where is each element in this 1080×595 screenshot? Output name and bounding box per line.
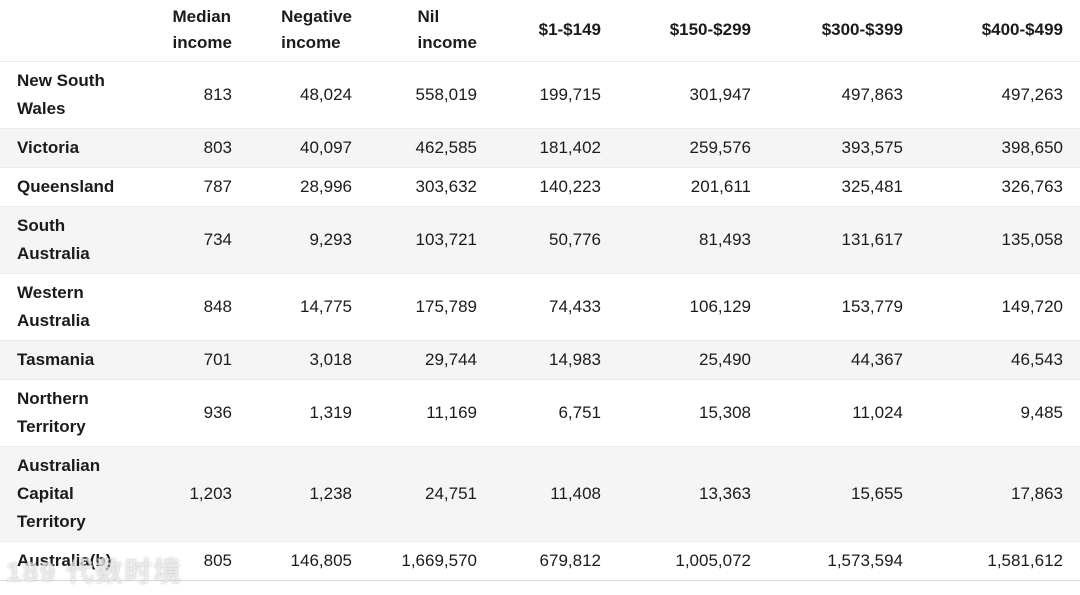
column-header-300-399: $300-$399 [821, 20, 903, 40]
row-label: Tasmania [17, 349, 95, 369]
row-label: South Australia [17, 215, 90, 263]
table-cell: 15,655 [851, 483, 903, 503]
table-cell: 175,789 [415, 296, 477, 316]
table-cell: 181,402 [539, 137, 601, 157]
table-row-queensland: Queensland 787 28,996 303,632 140,223 20… [0, 167, 1080, 206]
table-cell: 497,263 [1001, 84, 1063, 104]
row-label: Western Australia [17, 282, 90, 330]
table-cell: 803 [203, 137, 232, 157]
table-row-new-south-wales: New South Wales 813 48,024 558,019 199,7… [0, 61, 1080, 128]
row-label: New South Wales [17, 70, 105, 118]
row-label: Victoria [17, 137, 80, 157]
table-cell: 813 [203, 84, 232, 104]
table-cell: 734 [203, 229, 232, 249]
table-cell: 131,617 [841, 229, 903, 249]
table-cell: 1,581,612 [987, 550, 1063, 570]
table-cell: 326,763 [1001, 176, 1063, 196]
table-cell: 28,996 [300, 176, 352, 196]
table-row-australian-capital-territory: Australian Capital Territory 1,203 1,238… [0, 446, 1080, 541]
table-cell: 805 [203, 550, 232, 570]
column-header-region [0, 0, 145, 61]
table-row-western-australia: Western Australia 848 14,775 175,789 74,… [0, 273, 1080, 340]
table-cell: 44,367 [851, 349, 903, 369]
table-cell: 1,203 [189, 483, 232, 503]
table-cell: 46,543 [1011, 349, 1063, 369]
table-cell: 201,611 [690, 176, 751, 196]
table-cell: 50,776 [549, 229, 601, 249]
table-row-northern-territory: Northern Territory 936 1,319 11,169 6,75… [0, 379, 1080, 446]
row-label: Australia(b) [17, 550, 112, 570]
column-header-150-299: $150-$299 [669, 20, 751, 40]
column-header-1-149: $1-$149 [538, 20, 601, 40]
column-header-median-income: Median income [172, 7, 232, 53]
table-cell: 301,947 [689, 84, 751, 104]
table-cell: 135,058 [1001, 229, 1063, 249]
table-row-south-australia: South Australia 734 9,293 103,721 50,776… [0, 206, 1080, 273]
table-cell: 199,715 [539, 84, 601, 104]
table-cell: 6,751 [558, 402, 601, 422]
table-cell: 1,669,570 [401, 550, 477, 570]
table-cell: 325,481 [841, 176, 903, 196]
column-header-nil-income: Nil income [417, 7, 477, 53]
table-cell: 146,805 [290, 550, 352, 570]
table-cell: 17,863 [1011, 483, 1063, 503]
table-cell: 393,575 [841, 137, 903, 157]
table-cell: 48,024 [300, 84, 352, 104]
table-cell: 558,019 [415, 84, 477, 104]
column-header-negative-income: Negative income [281, 7, 352, 53]
table-cell: 14,983 [549, 349, 601, 369]
table-cell: 303,632 [415, 176, 477, 196]
table-row-australia-total: Australia(b) 805 146,805 1,669,570 679,8… [0, 541, 1080, 580]
table-cell: 14,775 [300, 296, 352, 316]
table-cell: 11,169 [426, 402, 477, 422]
table-cell: 29,744 [425, 349, 477, 369]
table-cell: 3,018 [309, 349, 352, 369]
table-cell: 24,751 [425, 483, 477, 503]
row-label: Northern Territory [17, 388, 89, 436]
table-cell: 40,097 [300, 137, 352, 157]
income-distribution-table: Median income Negative income Nil income… [0, 0, 1080, 580]
table-cell: 11,024 [852, 402, 903, 422]
table-cell: 149,720 [1001, 296, 1063, 316]
table-cell: 1,238 [309, 483, 352, 503]
table-cell: 140,223 [539, 176, 601, 196]
table-cell: 1,319 [309, 402, 352, 422]
table-cell: 1,005,072 [675, 550, 751, 570]
table-cell: 13,363 [699, 483, 751, 503]
table-cell: 9,485 [1020, 402, 1063, 422]
table-cell: 153,779 [841, 296, 903, 316]
table-cell: 11,408 [550, 483, 601, 503]
row-label: Queensland [17, 176, 115, 196]
table-cell: 398,650 [1001, 137, 1063, 157]
table-cell: 9,293 [309, 229, 352, 249]
table-row-tasmania: Tasmania 701 3,018 29,744 14,983 25,490 … [0, 340, 1080, 379]
table-row-victoria: Victoria 803 40,097 462,585 181,402 259,… [0, 128, 1080, 167]
table-cell: 74,433 [549, 296, 601, 316]
table-cell: 787 [203, 176, 232, 196]
table-cell: 497,863 [841, 84, 903, 104]
column-header-400-499: $400-$499 [981, 20, 1063, 40]
table-cell: 848 [203, 296, 232, 316]
table-cell: 679,812 [539, 550, 601, 570]
table-cell: 1,573,594 [827, 550, 903, 570]
table-cell: 936 [203, 402, 232, 422]
row-label: Australian Capital Territory [17, 455, 101, 531]
table-cell: 462,585 [415, 137, 477, 157]
table-cell: 15,308 [699, 402, 751, 422]
header-row: Median income Negative income Nil income… [0, 0, 1080, 61]
table-cell: 701 [203, 349, 232, 369]
table-cell: 81,493 [699, 229, 751, 249]
table-cell: 25,490 [699, 349, 751, 369]
table-cell: 106,129 [689, 296, 751, 316]
table-cell: 259,576 [689, 137, 751, 157]
table-cell: 103,721 [415, 229, 477, 249]
